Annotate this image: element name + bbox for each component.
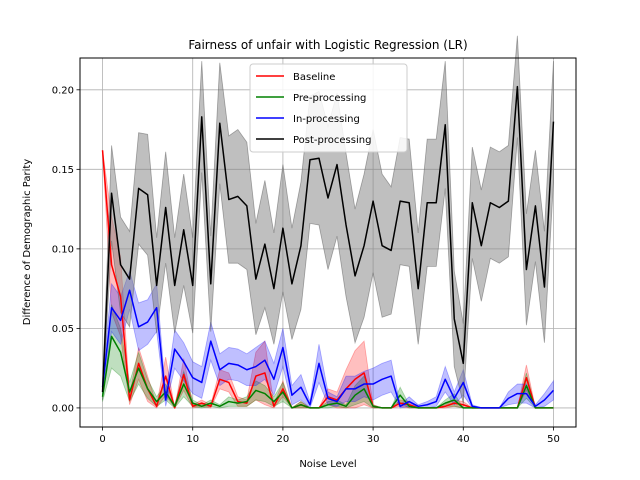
x-tick-label: 30 [367,434,380,445]
x-tick-label: 10 [186,434,199,445]
legend-label: Baseline [293,72,335,83]
y-tick-label: 0.15 [52,165,74,176]
x-tick-label: 20 [277,434,290,445]
x-tick-label: 50 [547,434,560,445]
post-processing-line [101,85,555,393]
x-axis-ticks: 0 10 20 30 40 50 [99,427,560,445]
y-tick-label: 0.00 [52,403,74,414]
legend: Baseline Pre-processing In-processing Post-… [249,63,408,153]
y-axis-label: Difference of Demographic Parity [22,159,33,326]
in-processing-band [102,269,554,409]
x-tick-label: 0 [99,434,105,445]
legend-label: In-processing [293,114,360,125]
chart-title: Fairness of unfair with Logistic Regress… [188,38,467,52]
y-axis-ticks: 0.00 0.05 0.10 0.15 0.20 [52,85,80,414]
in-processing-line [101,289,554,409]
legend-label: Post-processing [293,135,371,146]
x-axis-label: Noise Level [299,459,356,470]
series-lines [101,85,555,409]
post-processing-band [102,35,554,404]
legend-box [249,63,408,153]
plot-frame [79,57,577,428]
legend-label: Pre-processing [293,93,366,104]
x-tick-label: 40 [457,434,470,445]
y-tick-label: 0.05 [52,324,74,335]
y-tick-label: 0.20 [52,85,74,96]
y-tick-label: 0.10 [52,244,74,255]
